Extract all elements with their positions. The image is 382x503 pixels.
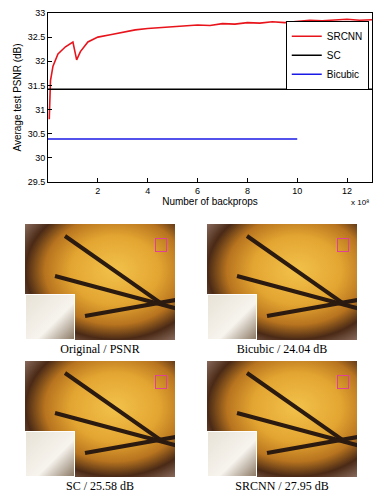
svg-text:10: 10 (292, 186, 302, 196)
svg-text:30: 30 (35, 153, 45, 163)
svg-text:6: 6 (195, 186, 200, 196)
svg-text:32: 32 (35, 56, 45, 66)
svg-text:8: 8 (245, 186, 250, 196)
svg-text:Bicubic: Bicubic (327, 69, 359, 80)
svg-text:x 10⁸: x 10⁸ (351, 198, 370, 207)
svg-text:29.5: 29.5 (28, 177, 46, 187)
svg-text:SRCNN: SRCNN (327, 31, 363, 42)
html-text:Bicubic / 24.04 dB: Bicubic / 24.04 dB (236, 342, 328, 356)
svg-text:32.5: 32.5 (28, 32, 46, 42)
svg-text:30.5: 30.5 (28, 129, 46, 139)
svg-text:31: 31 (35, 105, 45, 115)
svg-text:Number of backprops: Number of backprops (162, 196, 258, 207)
svg-text:2: 2 (95, 186, 100, 196)
svg-text:12: 12 (342, 186, 352, 196)
svg-text:4: 4 (145, 186, 150, 196)
html-text:Original / PSNR: Original / PSNR (60, 342, 140, 356)
svg-text:Average test PSNR (dB): Average test PSNR (dB) (12, 43, 23, 151)
svg-text:31.5: 31.5 (28, 81, 46, 91)
html-text:SRCNN / 27.95 dB: SRCNN / 27.95 dB (235, 479, 329, 493)
svg-text:33: 33 (35, 8, 45, 18)
html-text:SC / 25.58 dB: SC / 25.58 dB (66, 479, 134, 493)
svg-text:SC: SC (327, 50, 341, 61)
